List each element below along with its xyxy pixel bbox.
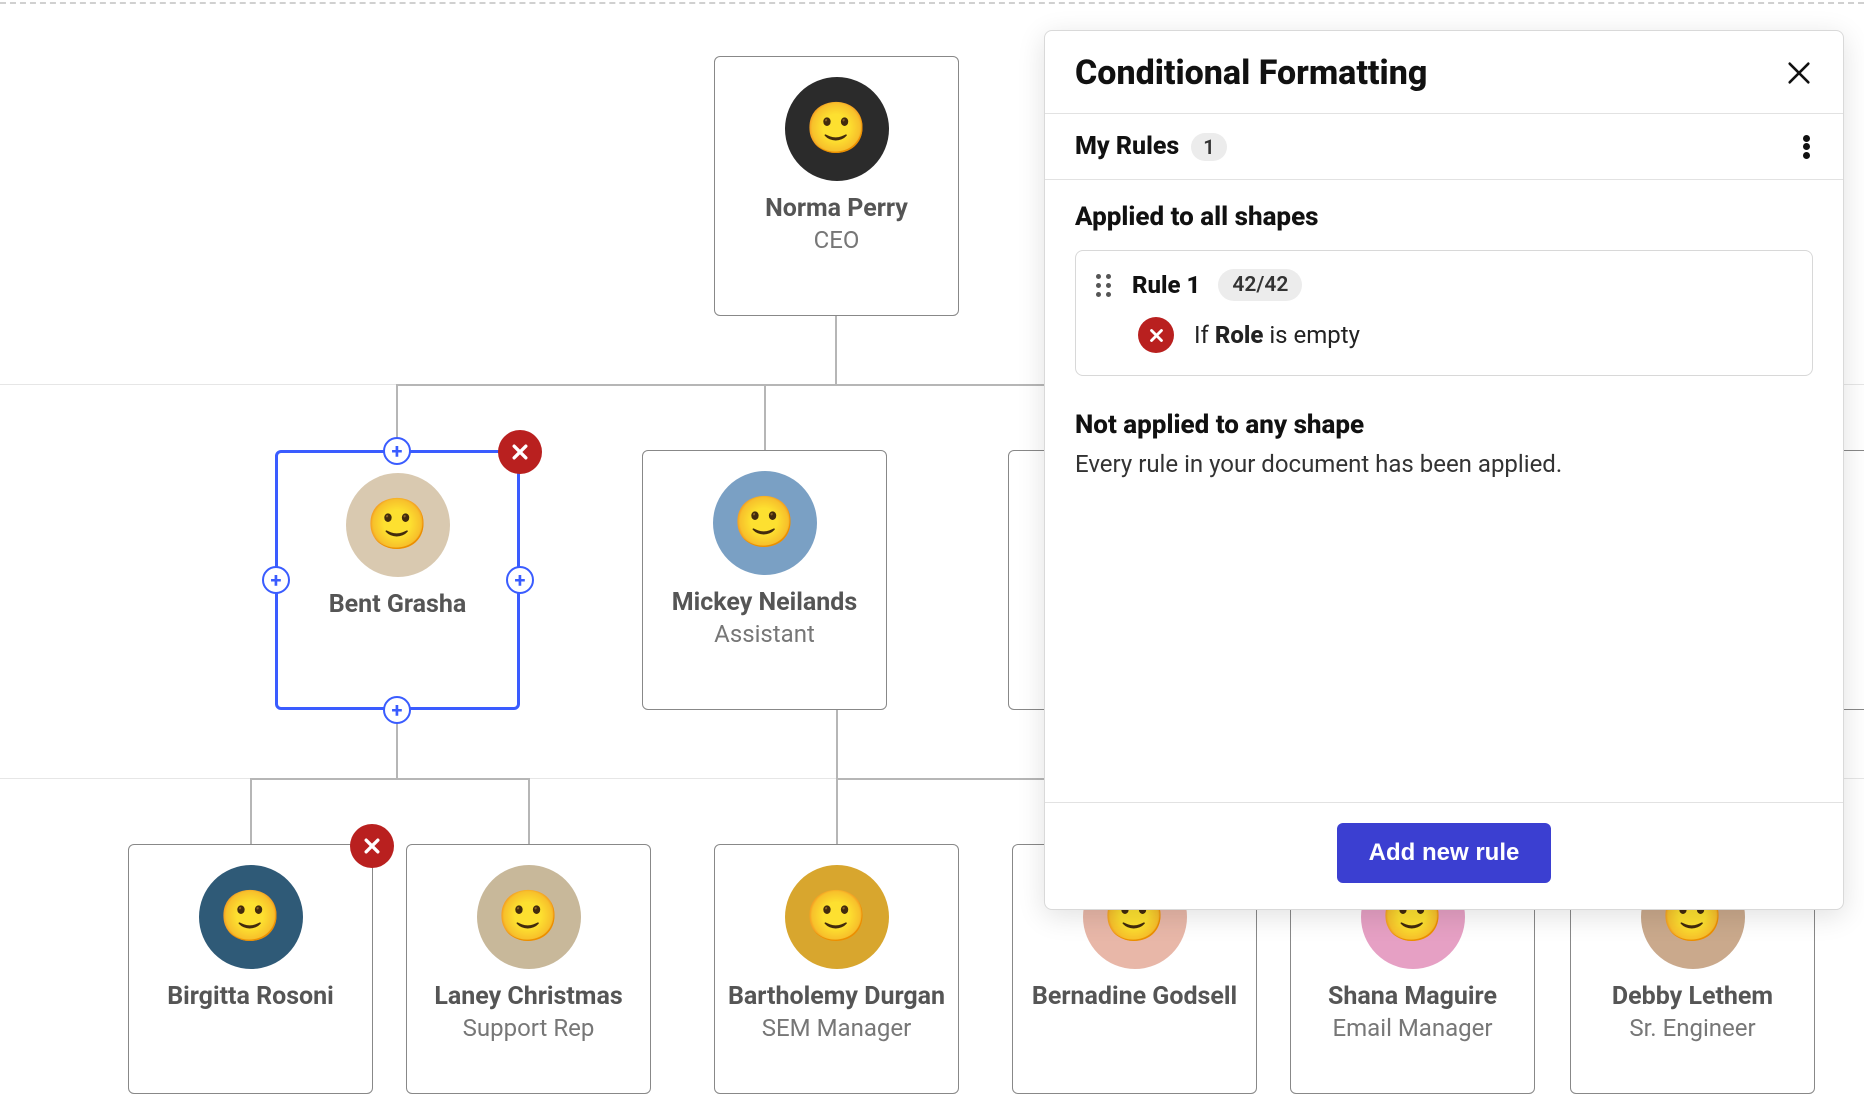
conditional-formatting-panel: Conditional Formatting My Rules 1 Applie… xyxy=(1044,30,1844,910)
rule-match-count: 42/42 xyxy=(1218,269,1302,301)
cond-prefix: If xyxy=(1194,321,1215,349)
applied-heading: Applied to all shapes xyxy=(1075,202,1813,232)
kebab-menu-icon[interactable] xyxy=(1793,133,1813,161)
rule-card[interactable]: Rule 1 42/42 If Role is empty xyxy=(1075,250,1813,376)
connector xyxy=(250,778,252,844)
node-name: Laney Christmas xyxy=(426,983,630,1012)
node-name: Bent Grasha xyxy=(321,591,475,620)
add-handle-bottom[interactable]: + xyxy=(383,696,411,724)
rule-name: Rule 1 xyxy=(1132,271,1200,299)
panel-footer: Add new rule xyxy=(1045,802,1843,909)
avatar: 🙂 xyxy=(785,77,889,181)
node-name: Mickey Neilands xyxy=(664,589,865,618)
org-node-birgitta[interactable]: 🙂 Birgitta Rosoni xyxy=(128,844,373,1094)
node-role: Email Manager xyxy=(1324,1014,1500,1042)
avatar: 🙂 xyxy=(713,471,817,575)
node-role: CEO xyxy=(806,226,868,254)
avatar: 🙂 xyxy=(199,865,303,969)
add-handle-left[interactable]: + xyxy=(262,566,290,594)
rules-count-badge: 1 xyxy=(1191,133,1226,161)
add-handle-right[interactable]: + xyxy=(506,566,534,594)
connector xyxy=(250,778,530,780)
add-new-rule-button[interactable]: Add new rule xyxy=(1337,823,1552,883)
avatar: 🙂 xyxy=(477,865,581,969)
drag-handle-icon[interactable] xyxy=(1096,274,1114,296)
my-rules-label: My Rules xyxy=(1075,132,1179,161)
avatar: 🙂 xyxy=(785,865,889,969)
panel-body: Applied to all shapes Rule 1 42/42 If Ro… xyxy=(1045,180,1843,802)
org-node-mickey[interactable]: 🙂 Mickey Neilands Assistant xyxy=(642,450,887,710)
org-node-bartholemy[interactable]: 🙂 Bartholemy Durgan SEM Manager xyxy=(714,844,959,1094)
rule-condition-text: If Role is empty xyxy=(1194,321,1360,349)
node-role: Support Rep xyxy=(455,1014,603,1042)
rule-condition-icon xyxy=(1138,317,1174,353)
org-chart-canvas[interactable]: { "panel": { "title": "Conditional Forma… xyxy=(0,0,1864,1098)
node-name: Bartholemy Durgan xyxy=(720,983,953,1012)
connector xyxy=(528,778,530,844)
node-name: Norma Perry xyxy=(757,195,916,224)
add-handle-top[interactable]: + xyxy=(383,437,411,465)
panel-title: Conditional Formatting xyxy=(1075,53,1427,93)
node-name: Shana Maguire xyxy=(1320,983,1505,1012)
cond-suffix: is empty xyxy=(1263,321,1360,349)
close-icon[interactable] xyxy=(1785,59,1813,87)
node-role: Sr. Engineer xyxy=(1621,1014,1763,1042)
page-break-line xyxy=(0,2,1864,4)
panel-subheader: My Rules 1 xyxy=(1045,114,1843,180)
node-role: SEM Manager xyxy=(754,1014,919,1042)
connector xyxy=(835,316,837,384)
node-name: Debby Lethem xyxy=(1604,983,1781,1012)
node-role: Assistant xyxy=(706,620,823,648)
connector xyxy=(764,384,766,450)
connector xyxy=(836,778,838,844)
error-badge-icon[interactable] xyxy=(350,824,394,868)
avatar: 🙂 xyxy=(346,473,450,577)
connector xyxy=(836,710,838,778)
connector xyxy=(396,384,1116,386)
node-name: Birgitta Rosoni xyxy=(159,983,342,1012)
node-name: Bernadine Godsell xyxy=(1024,983,1245,1012)
not-applied-heading: Not applied to any shape xyxy=(1075,410,1813,440)
error-badge-icon[interactable] xyxy=(498,430,542,474)
org-node-laney[interactable]: 🙂 Laney Christmas Support Rep xyxy=(406,844,651,1094)
not-applied-body: Every rule in your document has been app… xyxy=(1075,450,1813,478)
org-node-bent[interactable]: 🙂 Bent Grasha xyxy=(275,450,520,710)
org-node-ceo[interactable]: 🙂 Norma Perry CEO xyxy=(714,56,959,316)
cond-field: Role xyxy=(1215,321,1264,349)
panel-header: Conditional Formatting xyxy=(1045,31,1843,114)
